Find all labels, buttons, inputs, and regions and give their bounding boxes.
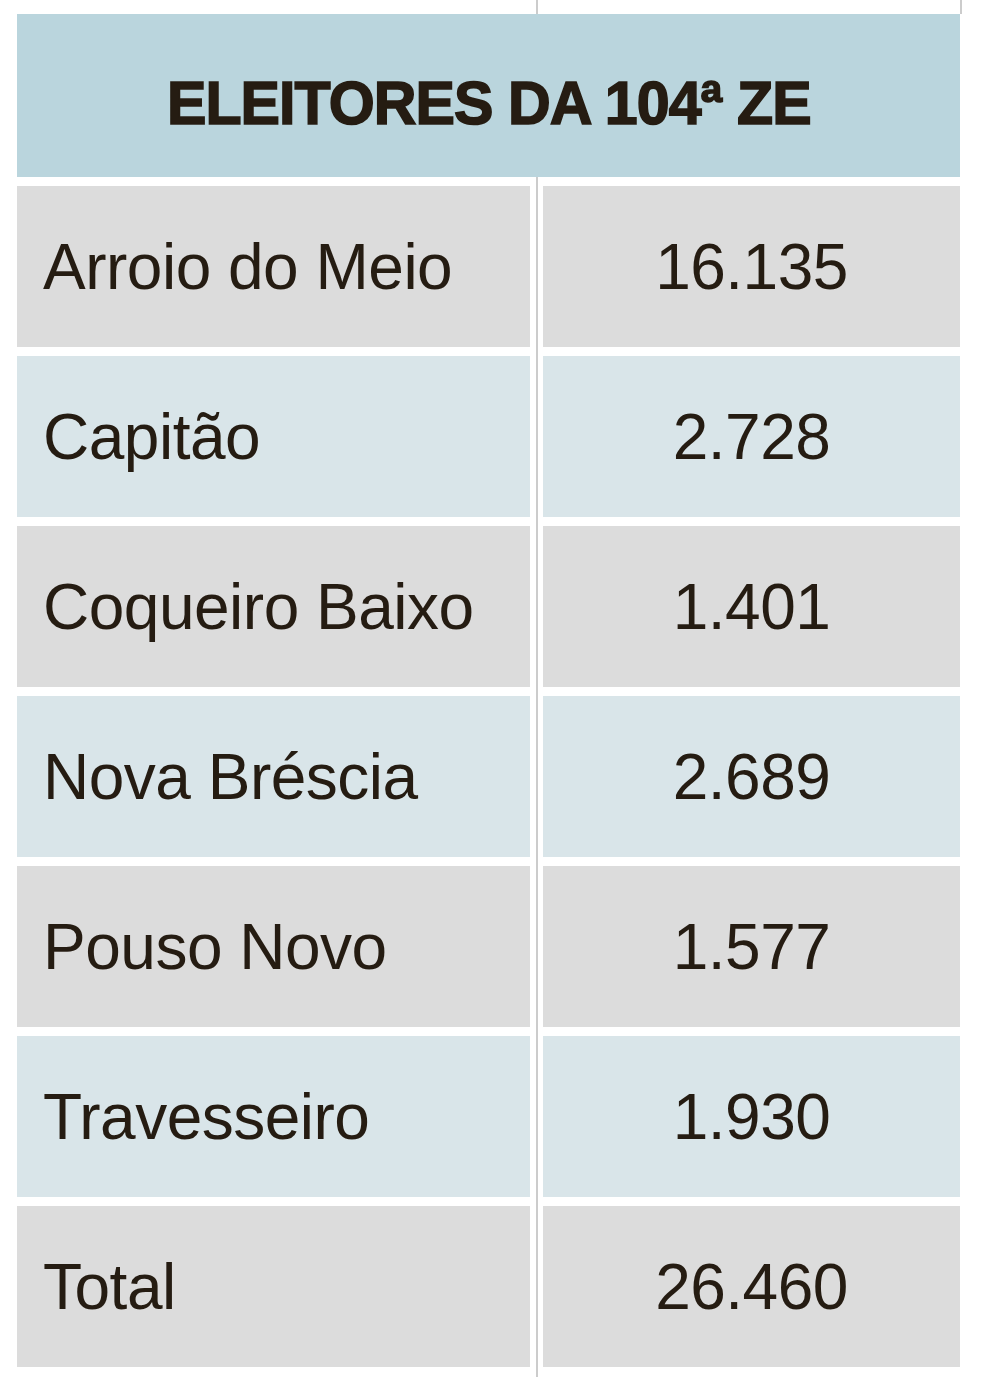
row-label: Nova Bréscia	[43, 740, 418, 814]
row-value: 1.930	[673, 1080, 831, 1154]
row-label: Coqueiro Baixo	[43, 570, 474, 644]
row-label: Pouso Novo	[43, 910, 387, 984]
table-row-value-cell: 1.401	[543, 526, 960, 687]
table-row-label-cell: Pouso Novo	[17, 866, 530, 1027]
row-value: 16.135	[655, 230, 848, 304]
row-value: 26.460	[655, 1250, 848, 1324]
table-row-value-cell: 26.460	[543, 1206, 960, 1367]
table-row-label-cell: Total	[17, 1206, 530, 1367]
table-row-value-cell: 1.930	[543, 1036, 960, 1197]
row-value: 1.401	[673, 570, 831, 644]
table-row-label-cell: Arroio do Meio	[17, 186, 530, 347]
row-label: Arroio do Meio	[43, 230, 452, 304]
table-row-value-cell: 16.135	[543, 186, 960, 347]
table-row-label-cell: Travesseiro	[17, 1036, 530, 1197]
table-row-value-cell: 2.689	[543, 696, 960, 857]
eleitores-infographic: ELEITORES DA 104ª ZE Arroio do Meio 16.13…	[0, 0, 983, 1393]
table-title: ELEITORES DA 104ª ZE	[167, 68, 811, 138]
eleitores-table: ELEITORES DA 104ª ZE Arroio do Meio 16.13…	[17, 14, 960, 1367]
row-label: Total	[43, 1250, 176, 1324]
right-border-line	[960, 0, 962, 14]
row-value: 2.689	[673, 740, 831, 814]
table-row-label-cell: Capitão	[17, 356, 530, 517]
table-row-label-cell: Nova Bréscia	[17, 696, 530, 857]
table-row-label-cell: Coqueiro Baixo	[17, 526, 530, 687]
row-value: 2.728	[673, 400, 831, 474]
table-row-value-cell: 2.728	[543, 356, 960, 517]
table-header-cell: ELEITORES DA 104ª ZE	[17, 14, 960, 177]
row-label: Capitão	[43, 400, 260, 474]
row-label: Travesseiro	[43, 1080, 369, 1154]
row-value: 1.577	[673, 910, 831, 984]
table-row-value-cell: 1.577	[543, 866, 960, 1027]
